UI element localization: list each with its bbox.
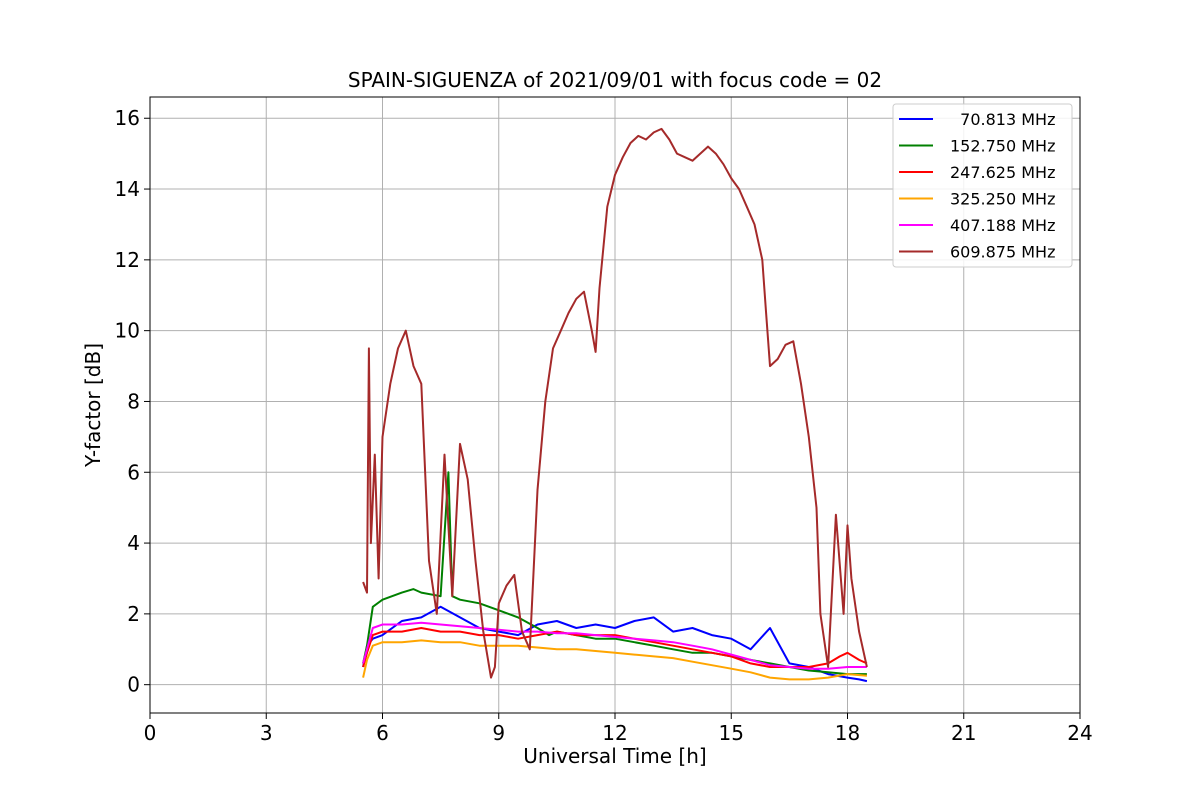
legend-label: 407.188 MHz	[950, 216, 1055, 235]
series-line-2	[362, 627, 868, 668]
y-tick-label: 4	[127, 531, 140, 555]
y-tick-label: 12	[115, 248, 140, 272]
series-line-4	[362, 621, 867, 670]
legend-label: 247.625 MHz	[950, 163, 1055, 182]
legend-box	[892, 103, 1073, 268]
legend-label: 325.250 MHz	[950, 190, 1055, 209]
x-tick-label: 3	[260, 721, 273, 745]
series-line-0	[362, 605, 868, 683]
x-tick-label: 12	[602, 721, 627, 745]
y-tick-label: 2	[127, 602, 140, 626]
legend-label: 152.750 MHz	[950, 137, 1055, 156]
y-tick-label: 8	[127, 389, 140, 413]
x-tick-label: 24	[1067, 721, 1092, 745]
chart-title: SPAIN-SIGUENZA of 2021/09/01 with focus …	[348, 68, 882, 92]
y-tick-label: 6	[127, 460, 140, 484]
x-tick-label: 6	[376, 721, 389, 745]
x-axis-label: Universal Time [h]	[523, 744, 706, 768]
plot-series	[362, 127, 868, 683]
legend: 70.813 MHz 152.750 MHz 247.625 MHz 325.250 …	[892, 103, 1073, 268]
series-line-3	[362, 639, 867, 681]
x-tick-label: 15	[719, 721, 744, 745]
legend-label: 609.875 MHz	[950, 243, 1055, 262]
y-tick-label: 10	[115, 319, 140, 343]
y-tick-label: 16	[115, 106, 140, 130]
legend-label: 70.813 MHz	[950, 110, 1055, 129]
x-tick-label: 9	[492, 721, 505, 745]
series-line-5	[362, 127, 868, 679]
y-tick-label: 14	[115, 177, 140, 201]
y-axis-label: Y-factor [dB]	[81, 343, 105, 468]
x-tick-label: 21	[951, 721, 976, 745]
x-tick-label: 0	[144, 721, 157, 745]
x-tick-label: 18	[835, 721, 860, 745]
legend-items: 70.813 MHz 152.750 MHz 247.625 MHz 325.250 …	[899, 110, 1055, 262]
y-tick-label: 0	[127, 673, 140, 697]
